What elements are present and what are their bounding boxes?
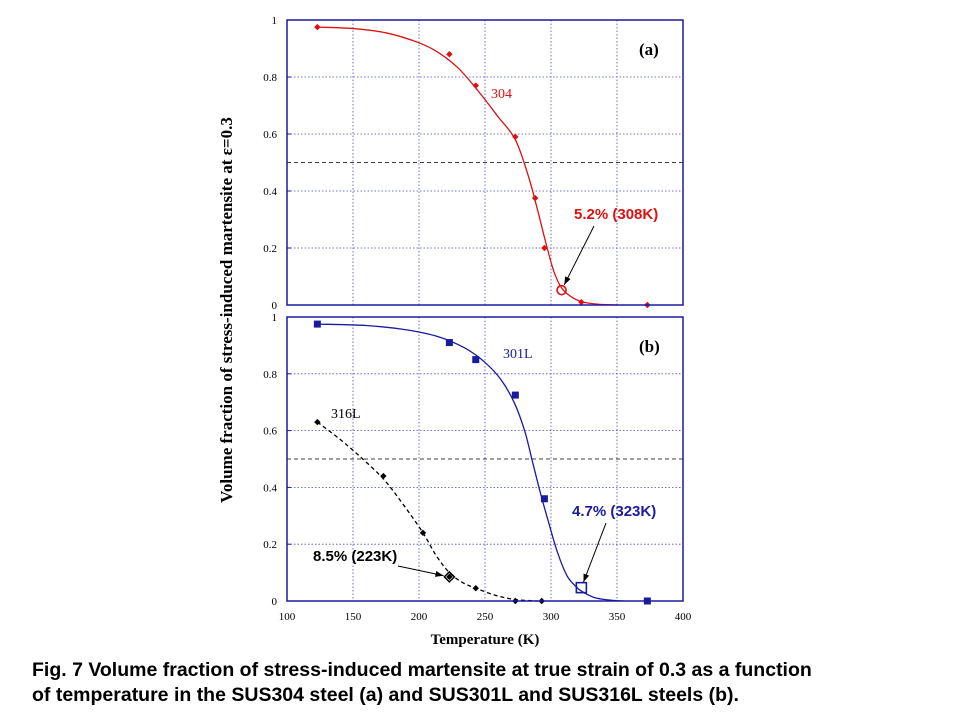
y-tick-label: 0.8	[263, 72, 277, 84]
y-tick-label: 0.4	[263, 186, 277, 198]
y-tick-label: 0.8	[263, 369, 277, 381]
y-tick-label: 1	[272, 15, 278, 27]
x-axis-label: Temperature (K)	[431, 632, 540, 648]
x-tick-label: 400	[675, 611, 692, 623]
annotation-arrow	[583, 522, 607, 583]
data-point-304	[531, 194, 539, 202]
data-point-301L	[313, 320, 321, 328]
panel-a-grid	[287, 20, 683, 305]
x-tick-labels: 100 150 200 250 300 350 400	[279, 611, 692, 623]
y-tick-label: 0.4	[263, 482, 277, 494]
data-point-316L	[472, 585, 479, 592]
annotation-label: 5.2% (308K)	[574, 206, 658, 223]
data-point-304	[446, 51, 453, 58]
annotation-marker	[443, 570, 456, 583]
series-label-304: 304	[491, 87, 512, 102]
x-tick-label: 300	[543, 611, 560, 623]
data-point-304	[578, 298, 585, 306]
x-tick-label: 150	[345, 611, 362, 623]
data-point-304	[512, 133, 519, 141]
annotation-arrow	[563, 225, 595, 286]
data-point-301L	[472, 356, 480, 364]
series-label-301L: 301L	[503, 347, 533, 362]
panel-b-grid	[287, 317, 683, 601]
panel-a-annotations: 5.2% (308K)	[556, 206, 658, 296]
figure-caption: Fig. 7 Volume fraction of stress-induced…	[32, 658, 942, 708]
panel-b-label: (b)	[639, 337, 660, 356]
x-tick-label: 250	[477, 611, 494, 623]
annotation-arrowhead	[583, 573, 590, 583]
y-tick-label: 0.2	[263, 243, 277, 255]
data-point-304	[541, 244, 548, 252]
panel-b-annotations: 4.7% (323K) 8.5% (223K)	[313, 503, 656, 594]
data-point-301L	[511, 391, 519, 399]
data-point-304	[472, 82, 479, 89]
annotation-marker	[575, 581, 588, 594]
y-tick-label: 1	[272, 312, 278, 324]
annotation-label: 8.5% (223K)	[313, 548, 397, 565]
data-point-304	[314, 23, 321, 31]
caption-line-2: of temperature in the SUS304 steel (a) a…	[32, 684, 739, 706]
panel-b-series: 301L 316L	[313, 320, 651, 605]
data-point-301L	[445, 339, 453, 347]
annotation-label: 4.7% (323K)	[572, 503, 656, 520]
y-tick-label: 0.6	[263, 426, 277, 438]
data-point-316L	[419, 529, 427, 537]
series-line-304	[317, 26, 618, 306]
caption-line-1: Fig. 7 Volume fraction of stress-induced…	[32, 659, 812, 681]
data-point-316L	[380, 472, 387, 480]
data-point-316L	[446, 573, 453, 581]
y-tick-label: 0	[272, 300, 278, 312]
panel-b-y-tick-labels: 0 0.2 0.4 0.6 0.8 1	[263, 312, 291, 608]
y-tick-label: 0	[272, 596, 278, 608]
x-tick-label: 100	[279, 611, 296, 623]
annotation-marker	[556, 284, 567, 296]
series-line-316L	[316, 421, 538, 602]
panel-a-label: (a)	[639, 40, 659, 59]
x-tick-label: 200	[411, 611, 428, 623]
x-tick-label: 350	[609, 611, 626, 623]
panel-b-frame	[286, 316, 684, 602]
data-point-301L	[540, 495, 548, 503]
series-line-301L	[317, 323, 624, 602]
y-tick-label: 0.2	[263, 539, 277, 551]
figure: 00.20.40.60.81 304 5.2% (308K) (a) 00.20…	[217, 15, 692, 648]
panel-b-chart: 0 0.2 0.4 0.6 0.8 1 100 150 200 250 300 350 400 301…	[263, 312, 692, 623]
data-point-316L	[314, 418, 321, 426]
panel-a-series: 304	[314, 23, 651, 309]
panel-a-chart: 0 0.2 0.4 0.6 0.8 1 304 5.2% (308K) (a)	[263, 15, 684, 312]
panel-a-frame	[286, 19, 684, 306]
series-label-316L: 316L	[331, 407, 361, 422]
y-tick-label: 0.6	[263, 129, 277, 141]
y-axis-label: Volume fraction of stress-induced marten…	[217, 117, 236, 503]
annotation-arrowhead	[435, 571, 444, 577]
annotation-arrowhead	[564, 276, 571, 285]
